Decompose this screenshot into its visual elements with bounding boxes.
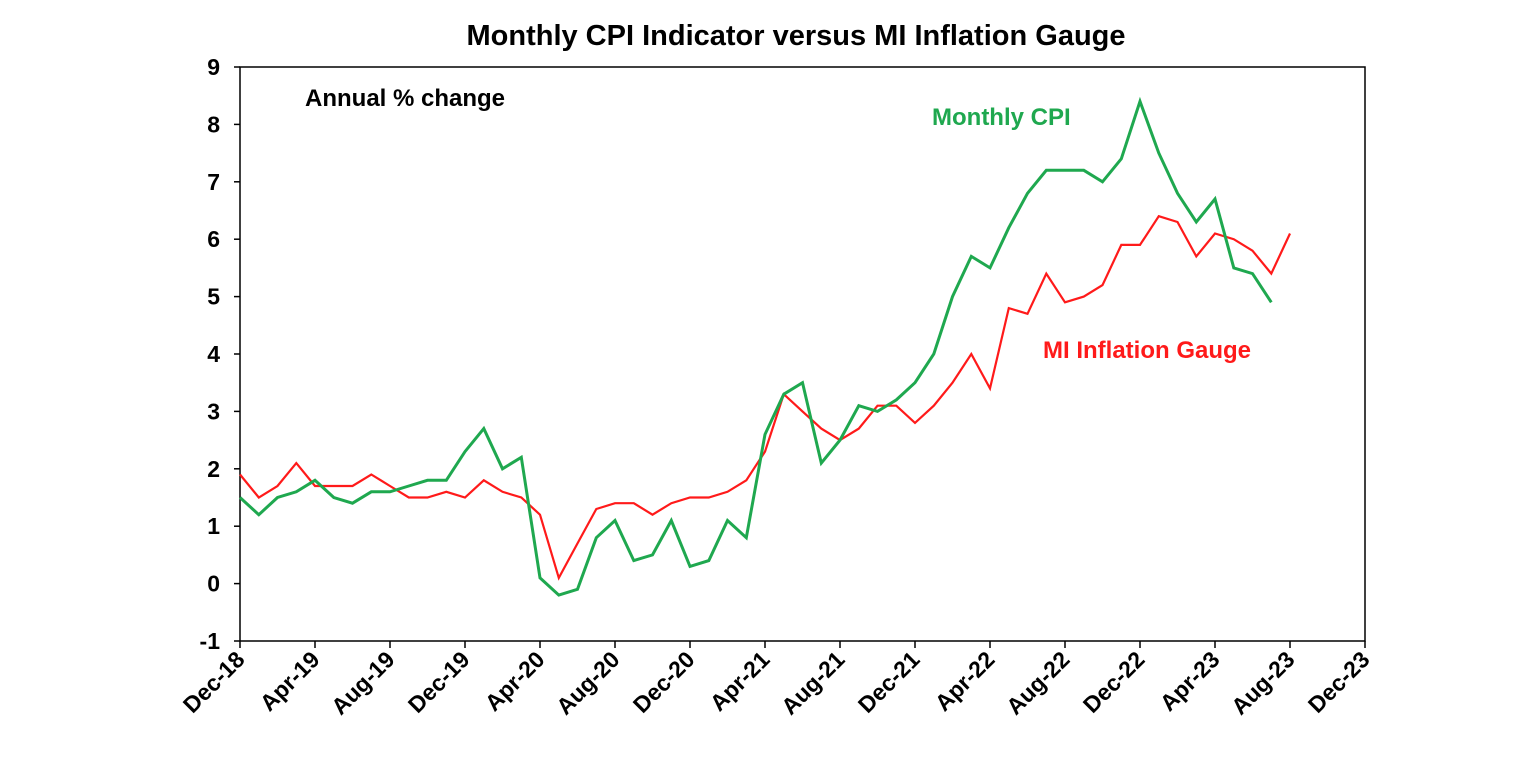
x-tick-label: Dec-18 — [178, 646, 250, 718]
x-tick-label: Dec-22 — [1078, 646, 1150, 718]
y-tick-label: 0 — [207, 571, 220, 597]
x-tick-label: Aug-22 — [1001, 646, 1075, 720]
x-tick-label: Apr-21 — [705, 646, 775, 716]
y-tick-label: 3 — [207, 398, 220, 424]
y-tick-label: 4 — [207, 341, 220, 367]
y-tick-label: 8 — [207, 111, 220, 137]
y-tick-label: 1 — [207, 513, 220, 539]
y-tick-label: 5 — [207, 284, 220, 310]
x-tick-label: Dec-19 — [403, 646, 475, 718]
annotation-text: Annual % change — [305, 85, 505, 112]
x-tick-label: Aug-23 — [1226, 646, 1300, 720]
x-tick-label: Apr-23 — [1155, 646, 1225, 716]
chart-title: Monthly CPI Indicator versus MI Inflatio… — [466, 20, 1125, 52]
y-tick-label: 7 — [207, 169, 220, 195]
x-tick-label: Aug-21 — [776, 646, 850, 720]
series-label-monthly-cpi: Monthly CPI — [932, 104, 1071, 131]
series-lines — [238, 96, 1291, 597]
x-tick-label: Dec-20 — [628, 646, 700, 718]
x-tick-label: Apr-20 — [480, 646, 550, 716]
x-tick-label: Dec-23 — [1303, 646, 1375, 718]
series-line-mi-inflation-gauge — [239, 214, 1291, 581]
series-label-mi-inflation-gauge: MI Inflation Gauge — [1043, 337, 1251, 364]
x-tick-label: Dec-21 — [853, 646, 925, 718]
x-tick-label: Aug-20 — [551, 646, 625, 720]
x-tick-label: Apr-22 — [930, 646, 1000, 716]
x-axis: Dec-18 Apr-19 Aug-19 Dec-19 Apr-20 Aug-20 Dec-… — [178, 641, 1375, 720]
y-axis: 9 8 7 6 5 4 3 2 1 0 -1 — [200, 54, 240, 654]
y-tick-label: 9 — [207, 54, 220, 80]
y-tick-label: 2 — [207, 456, 220, 482]
x-tick-label: Apr-19 — [255, 646, 325, 716]
x-tick-label: Aug-19 — [326, 646, 400, 720]
y-tick-label: 6 — [207, 226, 220, 252]
y-tick-label: -1 — [200, 628, 221, 654]
series-line-monthly-cpi — [238, 96, 1273, 597]
